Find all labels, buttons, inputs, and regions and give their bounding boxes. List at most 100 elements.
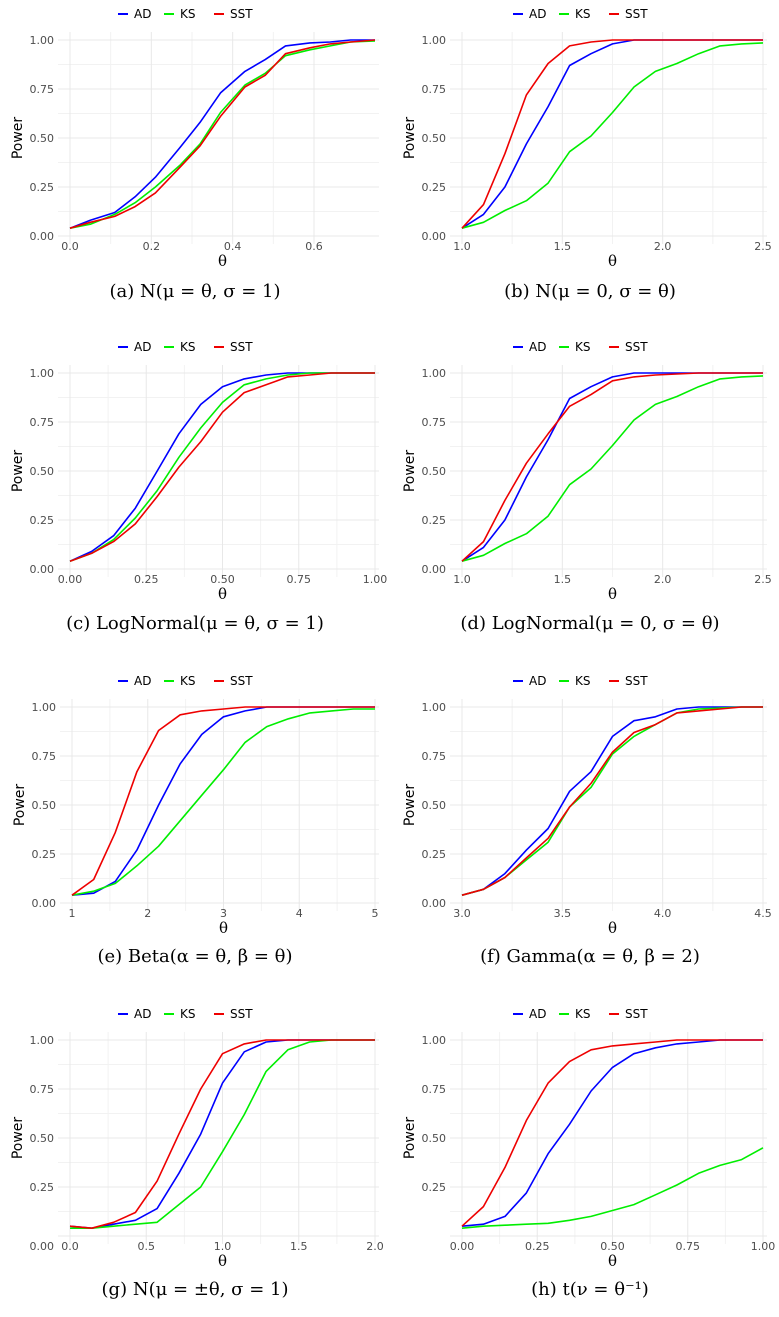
ytick-label-c: 1.00 <box>30 367 55 380</box>
ylabel-b: Power <box>402 117 418 160</box>
xtick-label-c: 0.50 <box>210 573 235 586</box>
ytick-label-e: 0.75 <box>32 750 57 763</box>
xtick-label-d: 2.0 <box>654 573 672 586</box>
legend-label-sst-f: SST <box>625 674 648 688</box>
legend-label-ad-g: AD <box>134 1007 151 1021</box>
legend-label-ad-a: AD <box>134 7 151 21</box>
series-line-sst-h <box>461 1039 763 1227</box>
xtick-label-a: 0.4 <box>224 240 242 253</box>
ytick-label-d: 1.00 <box>422 367 447 380</box>
ytick-label-d: 0.25 <box>422 514 447 527</box>
ytick-label-d: 0.00 <box>422 563 447 576</box>
xtick-label-h: 0.25 <box>525 1240 550 1253</box>
ytick-label-d: 0.50 <box>422 465 447 478</box>
ytick-label-a: 0.00 <box>30 230 55 243</box>
ytick-label-h: 0.25 <box>422 1181 447 1194</box>
xlabel-c: θ <box>218 585 227 603</box>
ytick-label-g: 0.75 <box>30 1083 55 1096</box>
ytick-label-f: 1.00 <box>422 701 447 714</box>
xtick-label-d: 2.5 <box>754 573 772 586</box>
ylabel-a: Power <box>10 117 26 160</box>
xtick-label-g: 0.0 <box>61 1240 79 1253</box>
xtick-label-d: 1.5 <box>554 573 572 586</box>
xlabel-h: θ <box>608 1252 617 1270</box>
xlabel-b: θ <box>608 252 617 270</box>
xtick-label-e: 5 <box>372 907 379 920</box>
caption-a: (a) N(μ = θ, σ = 1) <box>109 281 280 302</box>
series-line-ks-h <box>461 1147 764 1229</box>
ytick-label-b: 0.50 <box>422 132 447 145</box>
ytick-label-e: 0.00 <box>32 897 57 910</box>
legend-label-ad-f: AD <box>529 674 546 688</box>
panel-b: (b) N(μ = 0, σ = θ) 0.00 0.25 0.50 0.75 1.00… <box>402 7 772 302</box>
xtick-label-h: 0.00 <box>450 1240 475 1253</box>
ytick-label-c: 0.00 <box>30 563 55 576</box>
ytick-label-c: 0.50 <box>30 465 55 478</box>
panel-c: (c) LogNormal(μ = θ, σ = 1) 0.00 0.25 0.50… <box>10 340 387 634</box>
ytick-label-a: 1.00 <box>30 34 55 47</box>
caption-f: (f) Gamma(α = θ, β = 2) <box>480 946 700 967</box>
xtick-label-b: 1.0 <box>453 240 471 253</box>
series-line-ks-b <box>461 42 764 229</box>
series-line-ks-a <box>69 40 376 229</box>
xtick-label-e: 2 <box>144 907 151 920</box>
xlabel-a: θ <box>218 252 227 270</box>
panel-a: (a) N(μ = θ, σ = 1) 0.00 0.25 0.50 0.75 1.00… <box>10 7 379 302</box>
caption-e: (e) Beta(α = θ, β = θ) <box>97 946 292 967</box>
ytick-label-e: 0.25 <box>32 848 57 861</box>
legend-label-sst-g: SST <box>230 1007 253 1021</box>
series-line-sst-a <box>69 39 376 229</box>
series-line-sst-e <box>71 706 375 896</box>
ytick-label-g: 0.25 <box>30 1181 55 1194</box>
xtick-label-c: 0.00 <box>58 573 83 586</box>
ytick-label-f: 0.75 <box>422 750 447 763</box>
xtick-label-g: 1.0 <box>214 1240 232 1253</box>
ylabel-g: Power <box>10 1117 26 1160</box>
xtick-label-c: 0.25 <box>134 573 159 586</box>
xtick-label-f: 4.0 <box>654 907 672 920</box>
legend-label-sst-a: SST <box>230 7 253 21</box>
ytick-label-g: 0.00 <box>30 1240 55 1253</box>
ytick-label-f: 0.00 <box>422 897 447 910</box>
ylabel-f: Power <box>402 784 418 827</box>
legend-label-sst-e: SST <box>230 674 253 688</box>
ytick-label-h: 0.50 <box>422 1132 447 1145</box>
xtick-label-f: 3.0 <box>453 907 471 920</box>
xtick-label-a: 0.0 <box>61 240 79 253</box>
panel-e: (e) Beta(α = θ, β = θ) 0.00 0.25 0.50 0.75 1… <box>12 674 379 967</box>
ytick-label-b: 0.75 <box>422 83 447 96</box>
legend-label-ad-e: AD <box>134 674 151 688</box>
ytick-label-a: 0.75 <box>30 83 55 96</box>
xtick-label-b: 2.0 <box>654 240 672 253</box>
legend-label-sst-b: SST <box>625 7 648 21</box>
xtick-label-e: 4 <box>296 907 303 920</box>
legend-label-ks-f: KS <box>575 674 591 688</box>
xtick-label-h: 1.00 <box>751 1240 776 1253</box>
series-line-sst-b <box>461 39 763 229</box>
series-line-ks-e <box>71 708 375 896</box>
series-line-ad-f <box>461 706 763 896</box>
xtick-label-h: 0.75 <box>676 1240 701 1253</box>
series-line-sst-f <box>461 706 763 896</box>
ytick-label-c: 0.75 <box>30 416 55 429</box>
legend-label-ad-h: AD <box>529 1007 546 1021</box>
legend-label-ks-h: KS <box>575 1007 591 1021</box>
xtick-label-h: 0.50 <box>600 1240 625 1253</box>
ytick-label-b: 1.00 <box>422 34 447 47</box>
legend-label-ad-c: AD <box>134 340 151 354</box>
xtick-label-e: 3 <box>220 907 227 920</box>
series-line-ad-a <box>69 39 375 229</box>
legend-label-ks-e: KS <box>180 674 196 688</box>
legend-label-ad-d: AD <box>529 340 546 354</box>
legend-label-ad-b: AD <box>529 7 546 21</box>
legend-label-ks-d: KS <box>575 340 591 354</box>
xlabel-f: θ <box>608 919 617 937</box>
ytick-label-g: 1.00 <box>30 1034 55 1047</box>
legend-label-ks-b: KS <box>575 7 591 21</box>
ytick-label-e: 1.00 <box>32 701 57 714</box>
ylabel-h: Power <box>402 1117 418 1160</box>
xtick-label-g: 2.0 <box>366 1240 384 1253</box>
caption-h: (h) t(ν = θ⁻¹) <box>531 1279 649 1300</box>
ytick-label-f: 0.25 <box>422 848 447 861</box>
